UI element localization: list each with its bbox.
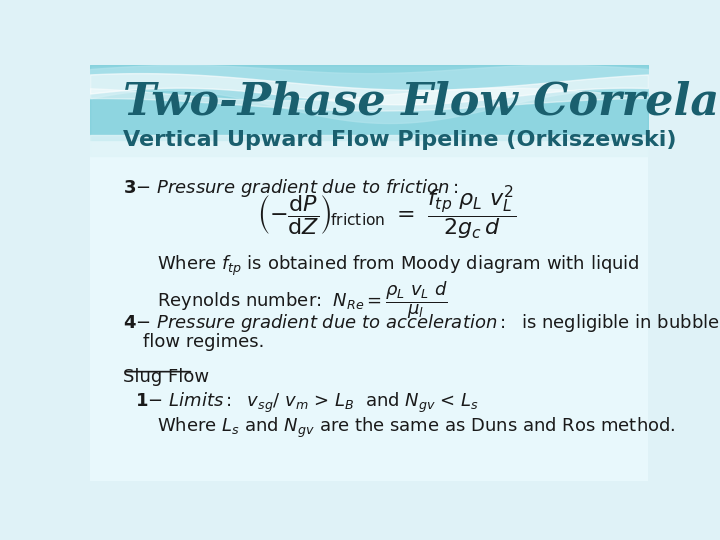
- Text: flow regimes.: flow regimes.: [143, 333, 264, 351]
- Text: Vertical Upward Flow Pipeline (Orkiszewski): Vertical Upward Flow Pipeline (Orkiszews…: [124, 130, 677, 150]
- Text: Slug Flow: Slug Flow: [124, 368, 210, 386]
- Text: $\left(-\dfrac{\mathrm{d}P}{\mathrm{d}Z}\right)_{\!\mathrm{friction}}$$\ =\ \dfr: $\left(-\dfrac{\mathrm{d}P}{\mathrm{d}Z}…: [258, 183, 516, 242]
- Text: Reynolds number:  $N_{Re} = \dfrac{\rho_L\ v_L\ d}{\mu_l}$: Reynolds number: $N_{Re} = \dfrac{\rho_L…: [157, 279, 448, 321]
- Text: $\mathbf{1}$$\mathit{- \ Limits:}$  $v_{sg}$/ $v_m$ > $L_B$  and $N_{gv}$ < $L_s: $\mathbf{1}$$\mathit{- \ Limits:}$ $v_{s…: [135, 391, 479, 415]
- Text: Where $f_{tp}$ is obtained from Moody diagram with liquid: Where $f_{tp}$ is obtained from Moody di…: [157, 254, 639, 278]
- Text: Two-Phase Flow Correlations: Two-Phase Flow Correlations: [124, 80, 720, 123]
- Text: Where $L_s$ and $N_{gv}$ are the same as Duns and Ros method.: Where $L_s$ and $N_{gv}$ are the same as…: [157, 416, 675, 440]
- Text: $\mathbf{3}$$\mathit{- \ Pressure\ gradient\ due\ to\ friction:}$: $\mathbf{3}$$\mathit{- \ Pressure\ gradi…: [124, 177, 459, 199]
- Text: $\mathbf{4}$$\mathit{- \ Pressure\ gradient\ due\ to\ acceleration:}$  is neglig: $\mathbf{4}$$\mathit{- \ Pressure\ gradi…: [124, 312, 720, 334]
